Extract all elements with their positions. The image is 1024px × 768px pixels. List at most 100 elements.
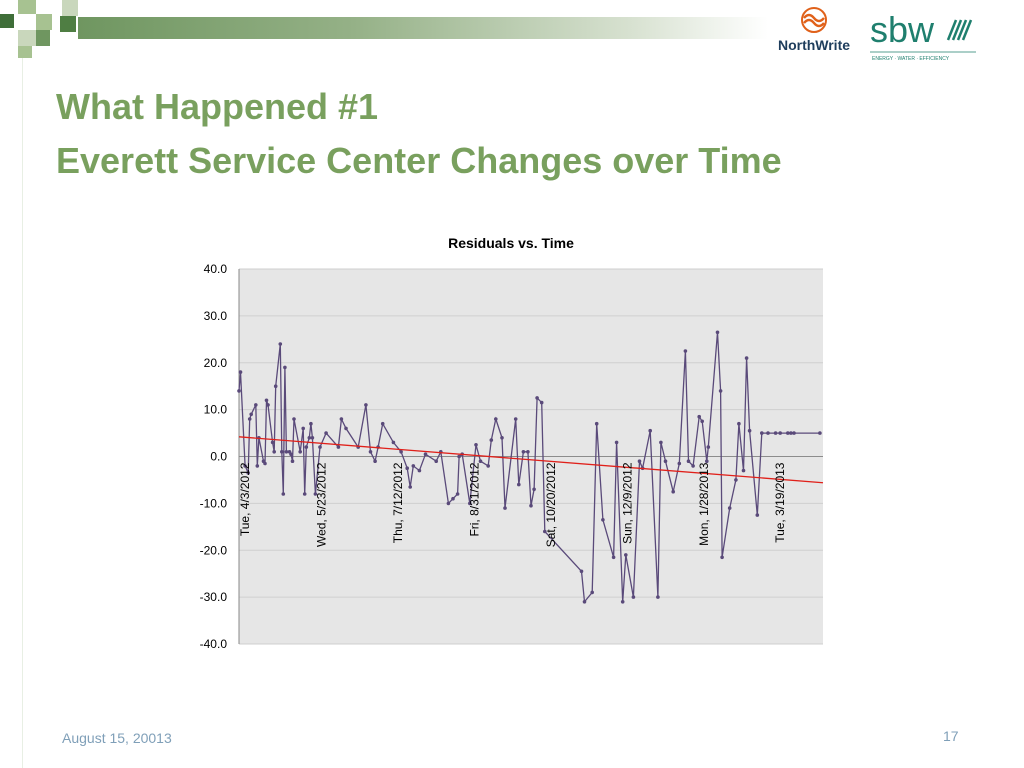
data-point (744, 356, 749, 360)
header-gradient-bar (78, 17, 768, 39)
data-point (313, 492, 318, 496)
data-point (773, 431, 778, 435)
decor-square (62, 0, 78, 16)
decor-square (36, 14, 52, 30)
data-point (380, 421, 385, 426)
data-point (737, 421, 741, 426)
decor-square (18, 0, 36, 14)
data-point (249, 412, 253, 417)
data-point (532, 487, 536, 492)
data-point (373, 459, 377, 464)
northwrite-logo-text: NorthWrite (778, 37, 850, 53)
data-point (539, 400, 544, 405)
data-point (486, 464, 491, 468)
data-point (318, 445, 322, 449)
sbw-slash-icon (946, 19, 973, 41)
data-point (255, 464, 260, 468)
decor-square (18, 30, 36, 46)
data-point (700, 419, 704, 424)
data-point (659, 440, 663, 445)
y-tick-label: -40.0 (200, 637, 228, 651)
chart-title: Residuals vs. Time (448, 235, 574, 251)
data-point (529, 503, 533, 508)
x-axis-labels: Tue, 4/3/2012 Wed, 5/23/2012 Thu, 7/12/201… (238, 462, 787, 547)
data-point (521, 450, 526, 454)
data-point (691, 464, 695, 468)
data-point (302, 492, 307, 496)
data-point (247, 417, 252, 421)
y-tick-label: 20.0 (204, 356, 228, 370)
data-point (631, 595, 636, 599)
data-point (298, 450, 303, 454)
data-point (405, 466, 410, 471)
data-point (292, 417, 296, 421)
data-point (284, 450, 289, 454)
data-point (778, 431, 782, 435)
data-point (594, 421, 599, 426)
data-point (786, 431, 790, 435)
data-point (344, 426, 348, 431)
data-point (601, 518, 605, 522)
data-point (637, 459, 642, 464)
data-point (411, 464, 416, 468)
decor-square (60, 16, 76, 32)
data-point (741, 468, 746, 473)
data-point (478, 459, 483, 464)
decorative-header-band (0, 0, 1024, 58)
data-point (543, 529, 547, 534)
data-point (494, 417, 498, 421)
decor-square (18, 46, 32, 58)
data-point (266, 403, 270, 407)
northwrite-wave-icon (801, 7, 827, 33)
sbw-logo: sbw ENERGY · WATER · EFFICIENCY (870, 9, 976, 62)
x-tick-label: Tue, 4/3/2012 (238, 462, 252, 536)
data-point (747, 428, 752, 433)
data-point (474, 443, 478, 447)
data-point (451, 496, 455, 501)
data-point (263, 461, 267, 466)
data-point (281, 492, 286, 496)
y-tick-label: 30.0 (204, 309, 228, 323)
sbw-tagline: ENERGY · WATER · EFFICIENCY (872, 56, 950, 62)
data-point (766, 431, 770, 435)
y-tick-label: -10.0 (200, 496, 228, 510)
data-point (792, 431, 796, 435)
data-point (818, 431, 822, 435)
data-point (364, 403, 368, 407)
data-point (697, 414, 701, 419)
y-axis-ticks: 40.0 30.0 20.0 10.0 0.0 -10.0 -20.0 -30.0 -40.0 (200, 262, 228, 651)
data-point (336, 445, 341, 449)
y-tick-label: -30.0 (200, 590, 228, 604)
data-point (246, 471, 250, 475)
data-point (301, 426, 306, 431)
data-point (399, 450, 403, 454)
series-group (237, 330, 824, 604)
y-tick-label: -20.0 (200, 543, 228, 557)
data-point (272, 450, 277, 454)
data-point (686, 459, 691, 464)
data-point (434, 459, 439, 464)
x-tick-label: Sun, 12/9/2012 (620, 462, 634, 544)
data-point (368, 450, 373, 454)
data-point (417, 468, 422, 473)
decor-square (0, 14, 14, 28)
data-point (289, 452, 293, 457)
data-point (280, 450, 284, 454)
data-point (705, 459, 709, 464)
data-point (243, 464, 247, 468)
data-point (720, 555, 724, 560)
data-point (590, 590, 594, 595)
data-point (423, 452, 428, 457)
data-point (237, 389, 241, 393)
data-point (310, 436, 315, 440)
data-point (517, 482, 521, 487)
data-point (254, 403, 258, 407)
data-point (503, 506, 507, 510)
data-point (648, 428, 652, 433)
page-number: 17 (943, 728, 959, 744)
data-point (324, 431, 328, 435)
data-point (455, 492, 460, 496)
x-tick-label: Sat, 10/20/2012 (544, 462, 558, 547)
gridlines (239, 268, 823, 645)
